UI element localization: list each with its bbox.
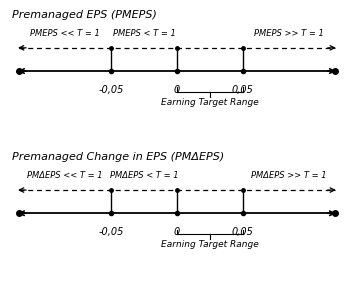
Text: -0,05: -0,05 [98, 227, 124, 237]
Text: Premanaged EPS (PMEPS): Premanaged EPS (PMEPS) [12, 10, 156, 20]
Text: 0: 0 [174, 85, 180, 95]
Text: PMEPS << T = 1: PMEPS << T = 1 [30, 29, 100, 38]
Text: PMΔEPS << T = 1: PMΔEPS << T = 1 [27, 171, 103, 180]
Text: PMΔEPS >> T = 1: PMΔEPS >> T = 1 [251, 171, 327, 180]
Text: PMΔEPS < T = 1: PMΔEPS < T = 1 [110, 171, 178, 180]
Text: 0,05: 0,05 [232, 85, 254, 95]
Text: Earning Target Range: Earning Target Range [161, 240, 259, 249]
Text: Premanaged Change in EPS (PMΔEPS): Premanaged Change in EPS (PMΔEPS) [12, 152, 224, 162]
Text: PMEPS < T = 1: PMEPS < T = 1 [112, 29, 175, 38]
Text: PMEPS >> T = 1: PMEPS >> T = 1 [254, 29, 324, 38]
Text: 0,05: 0,05 [232, 227, 254, 237]
Text: -0,05: -0,05 [98, 85, 124, 95]
Text: Earning Target Range: Earning Target Range [161, 98, 259, 107]
Text: 0: 0 [174, 227, 180, 237]
